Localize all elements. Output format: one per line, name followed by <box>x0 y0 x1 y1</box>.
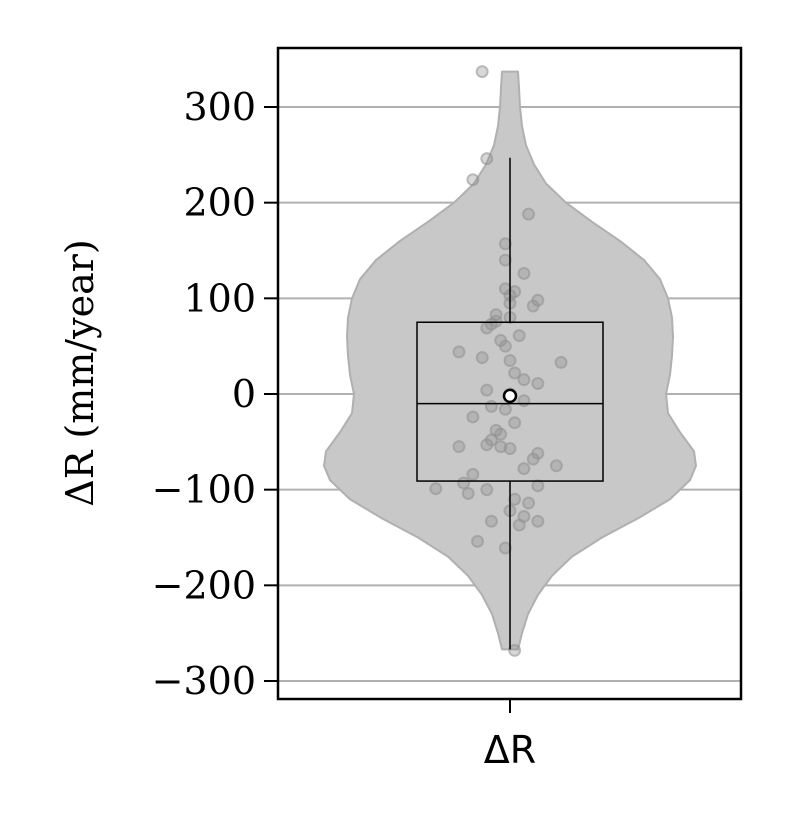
data-point <box>522 207 536 221</box>
y-tick-label: 100 <box>183 276 256 320</box>
data-point <box>480 438 494 452</box>
y-tick-label: −300 <box>152 659 256 703</box>
mean-marker <box>502 388 518 404</box>
data-point <box>429 482 443 496</box>
data-point <box>466 410 480 424</box>
data-point <box>484 514 498 528</box>
data-point <box>452 440 466 454</box>
data-point <box>498 541 512 555</box>
data-point <box>517 394 531 408</box>
data-point <box>503 442 517 456</box>
data-point <box>517 462 531 476</box>
data-point <box>508 416 522 430</box>
violin-body <box>323 70 697 651</box>
y-tick-label: 300 <box>183 85 256 129</box>
y-tick-label: 200 <box>183 181 256 225</box>
data-point <box>466 467 480 481</box>
x-axis: ΔR <box>484 699 536 772</box>
data-point <box>498 237 512 251</box>
data-point <box>517 266 531 280</box>
data-point <box>508 366 522 380</box>
data-point <box>475 65 489 79</box>
data-point <box>498 253 512 267</box>
data-point <box>457 476 471 490</box>
data-point <box>503 354 517 368</box>
data-point <box>512 329 526 343</box>
data-point <box>480 152 494 166</box>
data-point <box>484 399 498 413</box>
points-layer <box>429 65 568 657</box>
data-point <box>512 518 526 532</box>
data-point <box>494 427 508 441</box>
x-tick-label: ΔR <box>484 728 536 772</box>
violin-layer <box>323 70 697 651</box>
y-tick-label: −200 <box>152 563 256 607</box>
data-point <box>554 355 568 369</box>
y-tick-label: 0 <box>232 372 256 416</box>
data-point <box>498 339 512 353</box>
y-axis-label: ΔR (mm/year) <box>58 239 102 506</box>
data-point <box>517 373 531 387</box>
data-point <box>452 345 466 359</box>
data-point <box>526 299 540 313</box>
data-point <box>531 514 545 528</box>
data-point <box>508 643 522 657</box>
data-point <box>498 402 512 416</box>
data-point <box>461 486 475 500</box>
data-point <box>471 534 485 548</box>
data-point <box>480 483 494 497</box>
data-point <box>531 479 545 493</box>
y-axis: 300 200 100 0 −100 −200 −300 <box>152 85 278 703</box>
data-point <box>480 383 494 397</box>
box-layer <box>416 157 604 650</box>
data-point <box>466 173 480 187</box>
data-point <box>526 452 540 466</box>
iqr-box <box>416 321 604 482</box>
data-point <box>508 492 522 506</box>
y-tick-label: −100 <box>152 468 256 512</box>
data-point <box>480 321 494 335</box>
data-point <box>531 376 545 390</box>
data-point <box>522 496 536 510</box>
data-point <box>475 351 489 365</box>
data-point <box>494 440 508 454</box>
data-point <box>549 459 563 473</box>
